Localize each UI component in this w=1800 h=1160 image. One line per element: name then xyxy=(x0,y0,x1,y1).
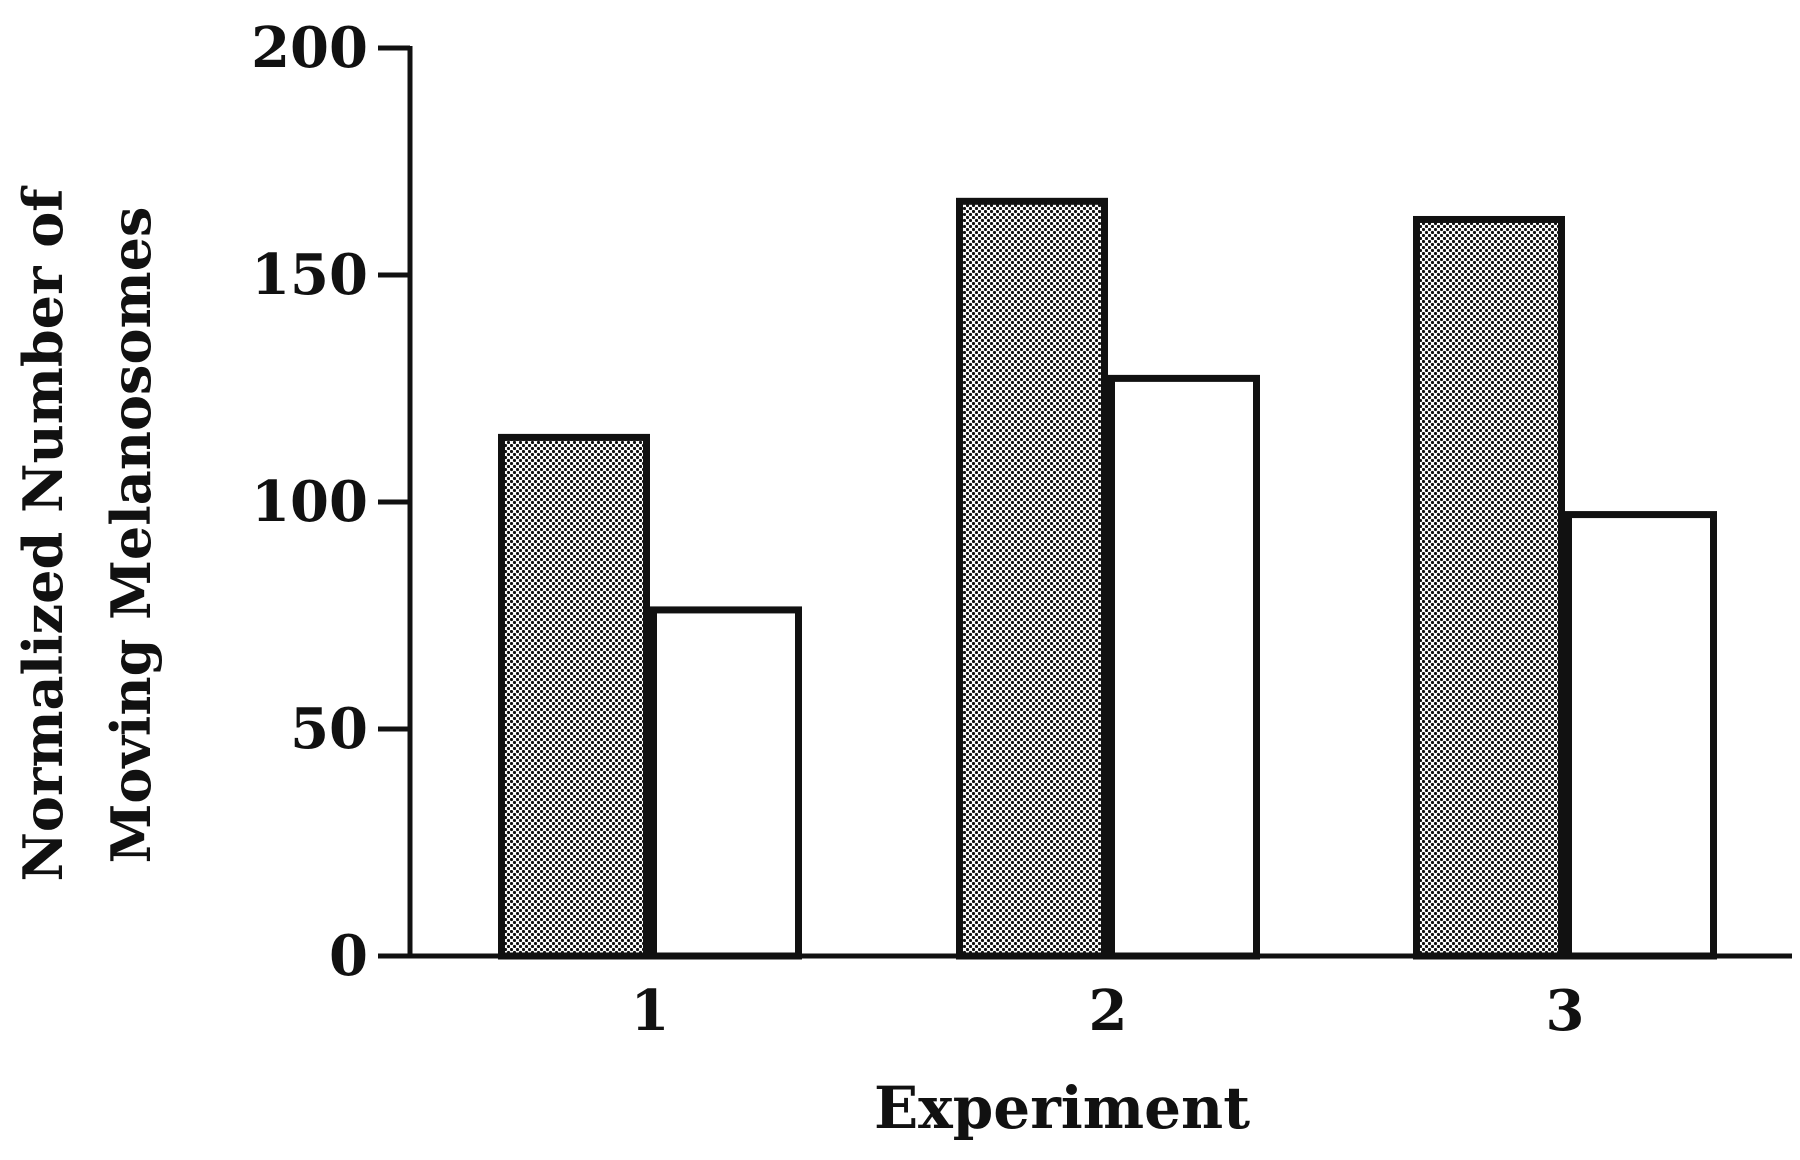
plot-area xyxy=(498,197,1717,960)
x-axis-title: Experiment xyxy=(874,1074,1250,1142)
bar-exp1-series1 xyxy=(498,433,650,960)
y-tick-label: 150 xyxy=(251,242,368,308)
y-tick-label: 200 xyxy=(251,15,368,81)
bar-exp2-series2 xyxy=(1108,374,1260,960)
y-tick-label: 50 xyxy=(290,696,368,762)
y-axis-title-line-1: Normalized Number of xyxy=(11,185,75,882)
x-tick-label: 2 xyxy=(1089,978,1128,1044)
x-tick-label: 3 xyxy=(1546,978,1585,1044)
y-tick-label: 100 xyxy=(251,469,368,535)
bar-exp1-series2 xyxy=(650,606,802,960)
axes: 0 50 100 150 200 1 2 3 xyxy=(251,15,1792,1044)
x-tick-label: 1 xyxy=(631,978,670,1044)
bar-exp3-series1 xyxy=(1413,215,1565,960)
bar-exp3-series2 xyxy=(1565,511,1717,960)
bar-exp2-series1 xyxy=(956,197,1108,960)
y-tick-label: 0 xyxy=(329,923,368,989)
y-axis-title-line-2: Moving Melanosomes xyxy=(99,207,163,864)
